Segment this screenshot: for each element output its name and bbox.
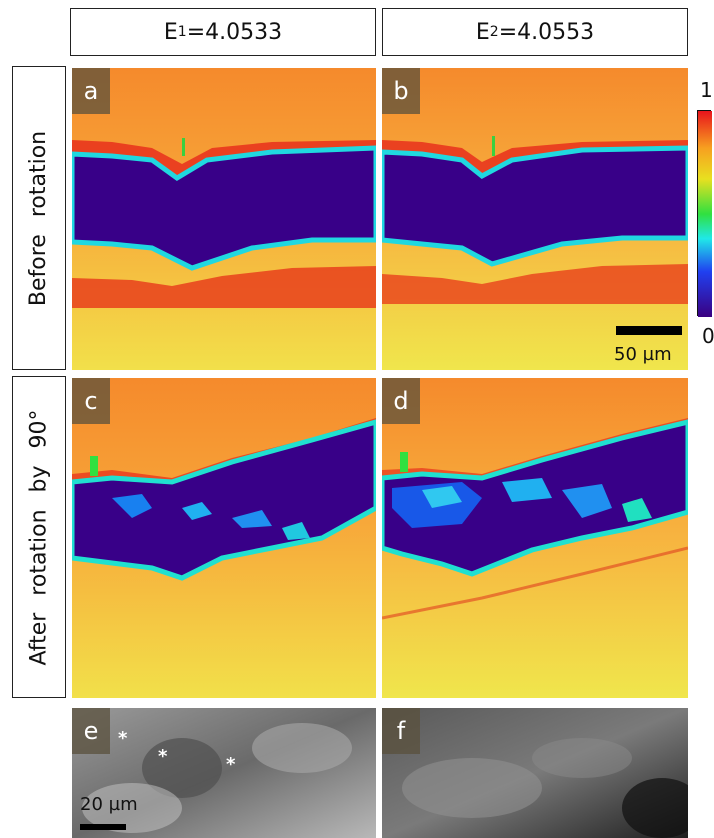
map-panel-a: a — [72, 68, 376, 370]
panel-label-a: a — [72, 68, 110, 114]
map-image-c — [72, 378, 376, 698]
map-image-b — [382, 68, 688, 370]
panel-label-d: d — [382, 378, 420, 424]
map-image-a — [72, 68, 376, 370]
scale-bar-50um — [616, 326, 682, 335]
colorbar-min-label: 0 — [702, 324, 714, 348]
gray-image-f — [382, 708, 688, 838]
map-image-d — [382, 378, 688, 698]
gray-panel-e: e * * * 20 µm — [72, 708, 376, 838]
marker-star-2: * — [158, 746, 168, 767]
marker-star-3: * — [226, 754, 236, 775]
row-header-after: After rotation by 90° — [12, 376, 66, 698]
panel-label-f: f — [382, 708, 420, 754]
colorbar-max-label: 1 — [700, 78, 713, 102]
column-header-e2: E 2 =4.0553 — [382, 8, 688, 56]
map-panel-d: d — [382, 378, 688, 698]
panel-label-c: c — [72, 378, 110, 424]
panel-label-e: e — [72, 708, 110, 754]
colorbar — [697, 110, 712, 317]
row-header-before: Before rotation — [12, 66, 66, 370]
scale-bar-20um — [80, 824, 126, 830]
colorbar-gradient — [698, 111, 712, 317]
scale-label-50um: 50 µm — [614, 344, 672, 365]
column-header-e1: E 1 =4.0533 — [70, 8, 376, 56]
gray-image-e — [72, 708, 376, 838]
map-panel-b: b — [382, 68, 688, 370]
scale-label-20um: 20 µm — [80, 794, 138, 815]
panel-label-b: b — [382, 68, 420, 114]
marker-star-1: * — [118, 728, 128, 749]
map-panel-c: c — [72, 378, 376, 698]
gray-panel-f: f — [382, 708, 688, 838]
